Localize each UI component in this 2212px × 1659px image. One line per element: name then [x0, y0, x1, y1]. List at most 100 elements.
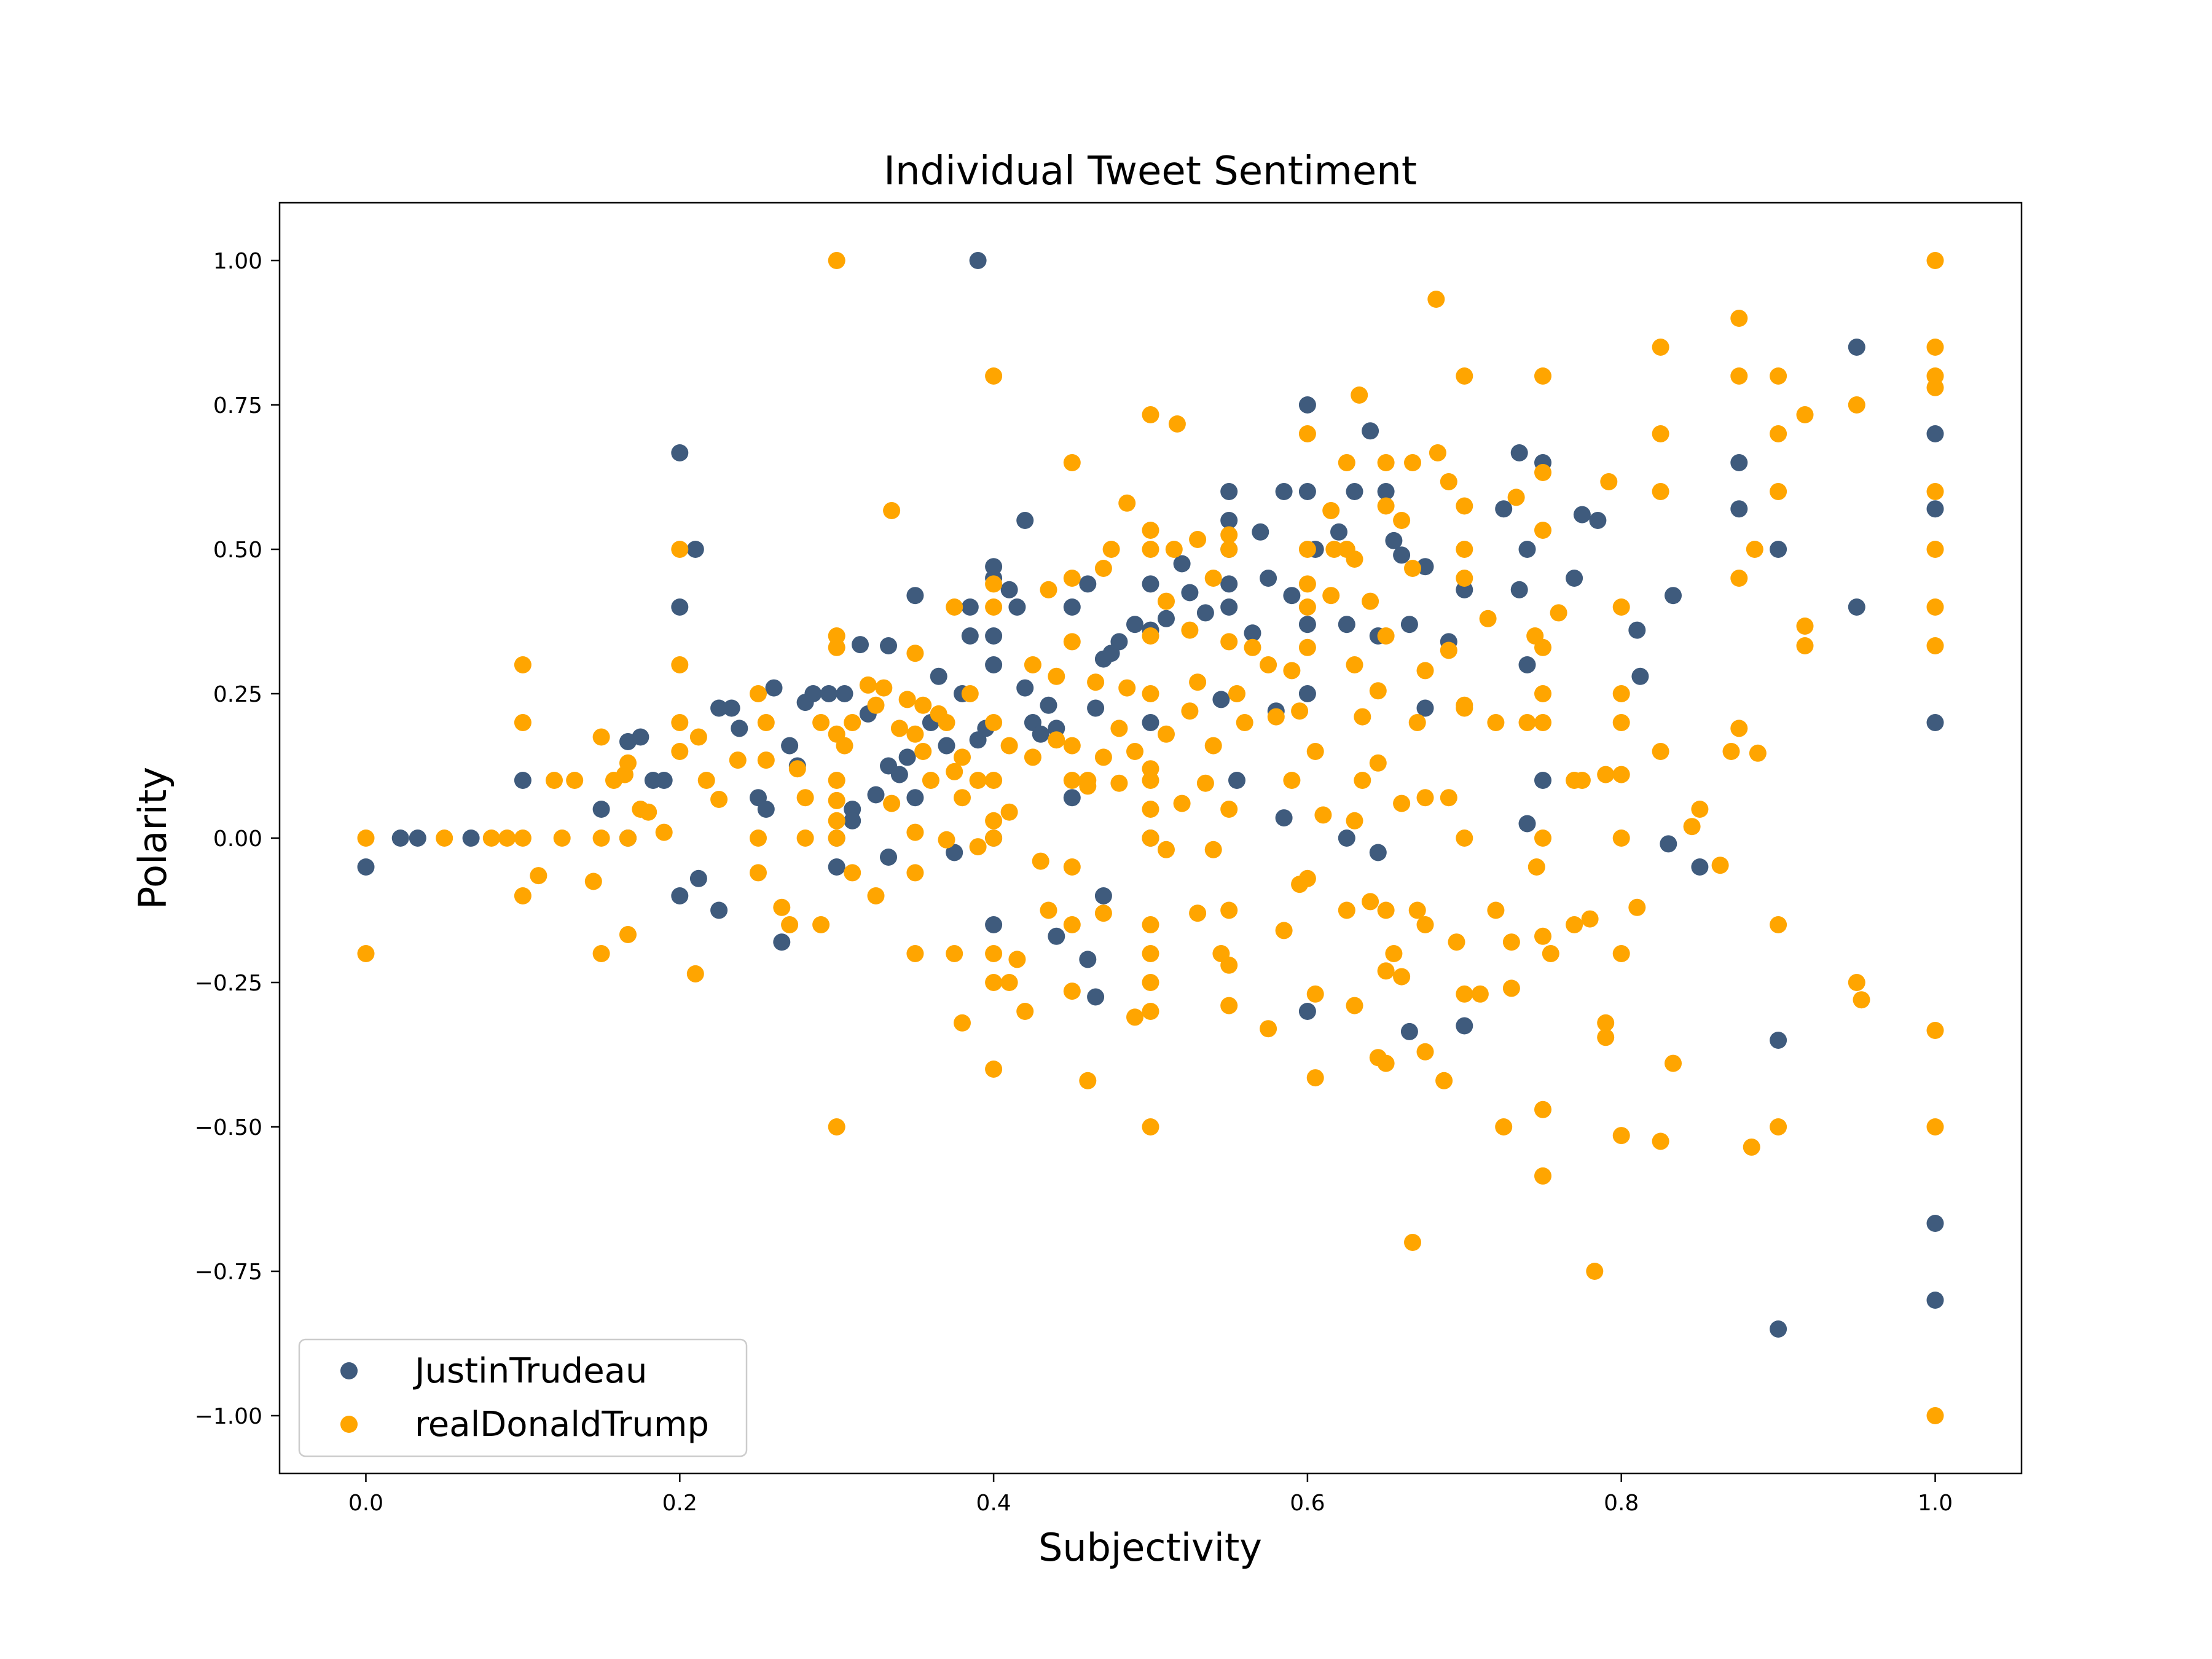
- point-s1-312: [1743, 1138, 1760, 1156]
- point-s1-158: [1749, 744, 1767, 762]
- point-s1-59: [985, 575, 1003, 593]
- point-s0-108: [1330, 523, 1347, 541]
- point-s1-169: [729, 751, 747, 769]
- x-axis-label: Subjectivity: [1038, 1525, 1262, 1570]
- point-s0-134: [1573, 506, 1591, 524]
- point-s1-21: [1429, 444, 1446, 461]
- point-s1-35: [1377, 497, 1395, 515]
- point-s0-14: [655, 772, 673, 789]
- point-s1-13: [1351, 386, 1368, 404]
- point-s1-114: [671, 743, 689, 760]
- point-s1-71: [1550, 604, 1567, 622]
- point-s0-100: [1275, 809, 1293, 827]
- point-s0-125: [1495, 500, 1513, 518]
- point-s1-260: [1408, 901, 1426, 919]
- point-s1-82: [1244, 638, 1261, 656]
- point-s1-156: [1722, 743, 1740, 760]
- point-s1-214: [796, 830, 814, 847]
- point-s0-103: [1298, 483, 1316, 500]
- point-s1-147: [1354, 708, 1371, 726]
- y-tick-label: 0.50: [213, 538, 262, 563]
- point-s1-57: [1730, 570, 1748, 587]
- point-s0-88: [1212, 691, 1230, 708]
- point-s0-20: [731, 720, 748, 737]
- point-s0-85: [1173, 555, 1191, 573]
- point-s1-176: [883, 794, 901, 812]
- point-s1-219: [938, 831, 955, 849]
- point-s1-200: [1597, 766, 1615, 783]
- chart-title: Individual Tweet Sentiment: [884, 149, 1417, 194]
- point-s1-274: [619, 926, 637, 943]
- point-s1-180: [985, 772, 1003, 789]
- point-s1-254: [1220, 901, 1238, 919]
- point-s1-317: [1586, 1263, 1604, 1280]
- point-s0-102: [1298, 396, 1316, 414]
- point-s1-118: [812, 714, 830, 731]
- point-s1-167: [697, 772, 715, 789]
- point-s1-125: [914, 743, 932, 760]
- point-s0-90: [1220, 512, 1238, 529]
- point-s0-133: [1566, 570, 1583, 587]
- y-axis-label: Polarity: [130, 767, 175, 909]
- point-s0-150: [1926, 714, 1944, 731]
- point-s1-175: [828, 812, 845, 830]
- point-s1-168: [710, 791, 728, 808]
- point-s1-61: [1040, 581, 1057, 598]
- point-s1-183: [1063, 772, 1081, 789]
- point-s0-12: [632, 728, 649, 746]
- point-s0-135: [1589, 512, 1607, 529]
- point-s1-279: [1063, 982, 1081, 1000]
- point-s1-263: [1487, 901, 1505, 919]
- point-s1-250: [1142, 945, 1159, 962]
- point-s1-42: [1534, 522, 1551, 539]
- point-s1-36: [1456, 497, 1473, 515]
- point-s1-253: [1220, 956, 1238, 974]
- point-s1-233: [1528, 858, 1545, 876]
- point-s1-314: [1926, 1118, 1944, 1135]
- point-s0-146: [1848, 339, 1865, 356]
- point-s1-55: [1404, 560, 1421, 577]
- point-s1-303: [1597, 1014, 1615, 1032]
- point-s1-185: [1110, 774, 1128, 792]
- point-s1-49: [1325, 541, 1343, 558]
- point-s1-302: [1534, 1100, 1551, 1118]
- point-s1-308: [1142, 1118, 1159, 1135]
- point-s0-143: [1770, 541, 1787, 558]
- point-s0-99: [1275, 483, 1293, 500]
- point-s1-280: [1126, 1008, 1143, 1026]
- point-s1-237: [750, 864, 767, 882]
- point-s1-304: [1597, 1029, 1615, 1046]
- point-s1-207: [498, 830, 516, 847]
- point-s0-58: [985, 916, 1003, 933]
- point-s1-80: [1181, 621, 1199, 639]
- x-tick-label: 0.0: [348, 1491, 383, 1516]
- point-s1-90: [1926, 637, 1944, 654]
- point-s1-40: [1189, 531, 1207, 548]
- point-s1-24: [1377, 454, 1395, 471]
- point-s1-138: [1126, 743, 1143, 760]
- point-s0-8: [514, 772, 531, 789]
- point-s1-166: [605, 772, 622, 789]
- point-s1-213: [750, 830, 767, 847]
- point-s0-78: [1110, 633, 1128, 651]
- point-s1-23: [1338, 454, 1355, 471]
- point-s0-60: [1000, 581, 1018, 598]
- point-s1-143: [1236, 714, 1253, 731]
- point-s1-224: [1142, 830, 1159, 847]
- point-s0-136: [1628, 621, 1646, 639]
- point-s0-130: [1518, 815, 1536, 833]
- y-tick-label: −0.25: [195, 971, 262, 996]
- point-s1-157: [1730, 720, 1748, 737]
- point-s0-111: [1346, 483, 1363, 500]
- point-s1-261: [1416, 916, 1434, 933]
- point-s0-129: [1518, 656, 1536, 673]
- point-s1-209: [553, 830, 571, 847]
- y-axis-ticks: 1.00 0.75 0.50 0.25 0.00 −0.25 −0.50 −0.75 −1.00: [195, 249, 280, 1429]
- point-s0-37: [867, 786, 885, 804]
- y-tick-label: 1.00: [213, 249, 262, 274]
- point-s0-56: [985, 627, 1003, 645]
- point-s1-182: [1000, 803, 1018, 821]
- point-s1-68: [1362, 592, 1379, 610]
- point-s1-106: [1346, 656, 1363, 673]
- point-s1-6: [985, 367, 1003, 385]
